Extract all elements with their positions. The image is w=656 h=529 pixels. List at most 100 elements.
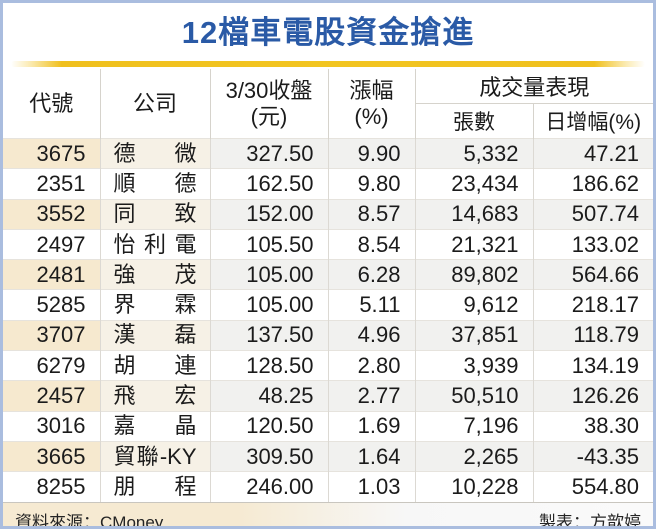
- cell-company-text: 德微: [113, 140, 197, 166]
- table-row: 2351 順德 162.50 9.80 23,434 186.62: [3, 168, 653, 200]
- cell-code: 8255: [3, 471, 101, 502]
- cell-company-text: 怡利電: [113, 231, 197, 257]
- cell-daily-growth: 47.21: [533, 137, 653, 169]
- cell-company-text: 飛宏: [113, 383, 197, 409]
- cell-daily-growth: 507.74: [533, 198, 653, 230]
- page-title: 12檔車電股資金搶進: [181, 14, 475, 50]
- cell-close: 120.50: [210, 410, 329, 442]
- cell-volume-lots: 3,939: [415, 350, 534, 381]
- cell-volume-lots: 23,434: [415, 168, 534, 200]
- cell-code: 3675: [3, 137, 101, 169]
- cell-company-text: 界霖: [113, 292, 197, 318]
- col-header-close-line2: (元): [250, 103, 288, 129]
- table-row: 5285 界霖 105.00 5.11 9,612 218.17: [3, 289, 653, 321]
- table-row: 2481 強茂 105.00 6.28 89,802 564.66: [3, 259, 653, 290]
- col-header-code: 代號: [3, 69, 101, 139]
- gold-divider: [11, 61, 645, 67]
- cell-company: 朋程: [100, 471, 211, 502]
- cell-company-text: 順德: [113, 170, 197, 196]
- table-head: 代號 公司 3/30收盤 (元) 漲幅 (%) 成交量表現 張數 日增幅(%): [3, 69, 653, 139]
- cell-change: 1.64: [328, 440, 416, 472]
- cell-volume-lots: 37,851: [415, 319, 534, 351]
- cell-code: 2497: [3, 228, 101, 260]
- col-header-change: 漲幅 (%): [328, 69, 416, 139]
- cell-change: 1.69: [328, 410, 416, 442]
- cell-code: 2457: [3, 380, 101, 412]
- cell-code: 2481: [3, 259, 101, 290]
- cell-company: 怡利電: [100, 228, 211, 260]
- cell-close: 309.50: [210, 440, 329, 472]
- cell-close: 152.00: [210, 198, 329, 230]
- cell-daily-growth: 126.26: [533, 380, 653, 412]
- cell-company: 貿聯-KY: [100, 440, 211, 472]
- cell-company: 界霖: [100, 289, 211, 321]
- table-row: 3707 漢磊 137.50 4.96 37,851 118.79: [3, 319, 653, 351]
- cell-company: 嘉晶: [100, 410, 211, 442]
- cell-change: 2.77: [328, 380, 416, 412]
- col-header-volume-lots: 張數: [415, 103, 534, 139]
- col-header-close-line1: 3/30收盤: [225, 77, 313, 103]
- cell-daily-growth: 118.79: [533, 319, 653, 351]
- cell-daily-growth: 554.80: [533, 471, 653, 502]
- cell-close: 162.50: [210, 168, 329, 200]
- cell-daily-growth: 134.19: [533, 350, 653, 381]
- col-header-close: 3/30收盤 (元): [210, 69, 329, 139]
- cell-company-text: 同致: [113, 201, 197, 227]
- cell-company: 強茂: [100, 259, 211, 290]
- cell-volume-lots: 50,510: [415, 380, 534, 412]
- cell-code: 5285: [3, 289, 101, 321]
- table-row: 8255 朋程 246.00 1.03 10,228 554.80: [3, 471, 653, 502]
- cell-change: 9.90: [328, 137, 416, 169]
- cell-close: 246.00: [210, 471, 329, 502]
- cell-company-text: 朋程: [113, 473, 197, 499]
- cell-close: 48.25: [210, 380, 329, 412]
- cell-volume-lots: 10,228: [415, 471, 534, 502]
- cell-change: 6.28: [328, 259, 416, 290]
- cell-company-text: 嘉晶: [113, 413, 197, 439]
- table-row: 6279 胡連 128.50 2.80 3,939 134.19: [3, 350, 653, 381]
- cell-change: 8.54: [328, 228, 416, 260]
- table-row: 3665 貿聯-KY 309.50 1.64 2,265 -43.35: [3, 440, 653, 472]
- cell-change: 2.80: [328, 350, 416, 381]
- cell-volume-lots: 21,321: [415, 228, 534, 260]
- cell-close: 128.50: [210, 350, 329, 381]
- cell-change: 1.03: [328, 471, 416, 502]
- table-row: 2497 怡利電 105.50 8.54 21,321 133.02: [3, 228, 653, 260]
- table-row: 3675 德微 327.50 9.90 5,332 47.21: [3, 137, 653, 169]
- cell-change: 4.96: [328, 319, 416, 351]
- col-header-change-line1: 漲幅: [349, 77, 394, 103]
- cell-code: 2351: [3, 168, 101, 200]
- cell-company: 漢磊: [100, 319, 211, 351]
- cell-company: 德微: [100, 137, 211, 169]
- cell-company-text: 漢磊: [113, 322, 197, 348]
- table-row: 3552 同致 152.00 8.57 14,683 507.74: [3, 198, 653, 230]
- cell-volume-lots: 7,196: [415, 410, 534, 442]
- col-header-volume-group: 成交量表現: [415, 69, 653, 104]
- data-source-label: 資料來源：CMoney: [15, 513, 164, 529]
- byline-label: 製表：方歆婷: [539, 513, 641, 529]
- cell-daily-growth: 564.66: [533, 259, 653, 290]
- cell-daily-growth: -43.35: [533, 440, 653, 472]
- cell-volume-lots: 9,612: [415, 289, 534, 321]
- col-header-change-line2: (%): [354, 103, 389, 129]
- cell-close: 327.50: [210, 137, 329, 169]
- cell-change: 9.80: [328, 168, 416, 200]
- table-row: 2457 飛宏 48.25 2.77 50,510 126.26: [3, 380, 653, 412]
- cell-daily-growth: 133.02: [533, 228, 653, 260]
- cell-daily-growth: 218.17: [533, 289, 653, 321]
- cell-code: 3707: [3, 319, 101, 351]
- cell-code: 3665: [3, 440, 101, 472]
- stock-table: 代號 公司 3/30收盤 (元) 漲幅 (%) 成交量表現 張數 日增幅(%) …: [3, 69, 653, 502]
- col-header-volume-daily-growth: 日增幅(%): [533, 103, 653, 139]
- cell-company-text: 胡連: [113, 352, 197, 378]
- table-body: 3675 德微 327.50 9.90 5,332 47.21 2351 順德 162.50 9.…: [3, 137, 653, 502]
- cell-close: 105.00: [210, 259, 329, 290]
- cell-volume-lots: 14,683: [415, 198, 534, 230]
- cell-volume-lots: 2,265: [415, 440, 534, 472]
- cell-company: 同致: [100, 198, 211, 230]
- cell-code: 3552: [3, 198, 101, 230]
- cell-company: 順德: [100, 168, 211, 200]
- cell-daily-growth: 38.30: [533, 410, 653, 442]
- col-header-company: 公司: [100, 69, 211, 139]
